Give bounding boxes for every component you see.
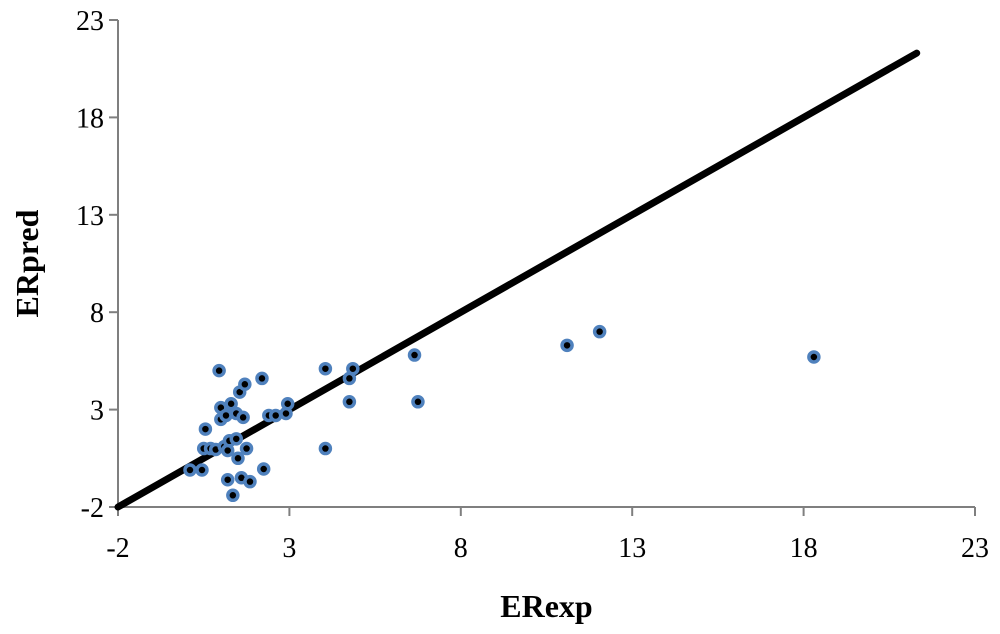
- data-point: [592, 324, 607, 339]
- data-point: [342, 395, 357, 409]
- y-axis-title: ERpred: [9, 209, 45, 317]
- y-tick-label: -2: [81, 493, 104, 524]
- data-point: [226, 488, 240, 503]
- y-tick-label: 23: [76, 6, 104, 37]
- data-point: [236, 410, 250, 425]
- x-axis-ticks: -2 3 8 13 18 23: [106, 507, 989, 564]
- data-point: [318, 361, 333, 376]
- data-point: [280, 397, 295, 411]
- x-tick-label: 13: [618, 533, 646, 564]
- x-axis-title: ERexp: [500, 588, 592, 624]
- data-point: [807, 350, 821, 364]
- data-point: [318, 441, 333, 456]
- x-tick-label: 23: [961, 533, 989, 564]
- data-point: [243, 474, 257, 489]
- data-point: [212, 363, 226, 378]
- data-point: [238, 377, 252, 392]
- x-tick-label: 8: [454, 533, 468, 564]
- x-tick-label: -2: [106, 533, 129, 564]
- data-point: [195, 463, 209, 477]
- x-tick-label: 3: [282, 533, 296, 564]
- data-point: [255, 371, 269, 386]
- data-point: [268, 408, 283, 423]
- data-point: [183, 463, 197, 477]
- y-tick-label: 8: [90, 298, 104, 329]
- data-point: [407, 348, 422, 362]
- data-points: [183, 324, 821, 503]
- data-point: [229, 432, 244, 446]
- data-point: [256, 462, 271, 476]
- y-tick-label: 18: [76, 103, 104, 134]
- data-point: [231, 451, 245, 466]
- reference-line: [114, 49, 921, 511]
- data-point: [346, 361, 360, 376]
- data-point: [219, 408, 233, 423]
- x-tick-label: 18: [790, 533, 818, 564]
- data-point: [220, 472, 235, 487]
- data-point: [224, 397, 238, 411]
- y-axis-ticks: -2 3 8 13 18 23: [76, 6, 118, 524]
- data-point: [198, 422, 213, 436]
- data-point: [560, 338, 574, 353]
- data-point: [411, 395, 425, 409]
- y-tick-label: 3: [90, 396, 104, 427]
- y-tick-label: 13: [76, 201, 104, 232]
- data-point: [239, 441, 254, 456]
